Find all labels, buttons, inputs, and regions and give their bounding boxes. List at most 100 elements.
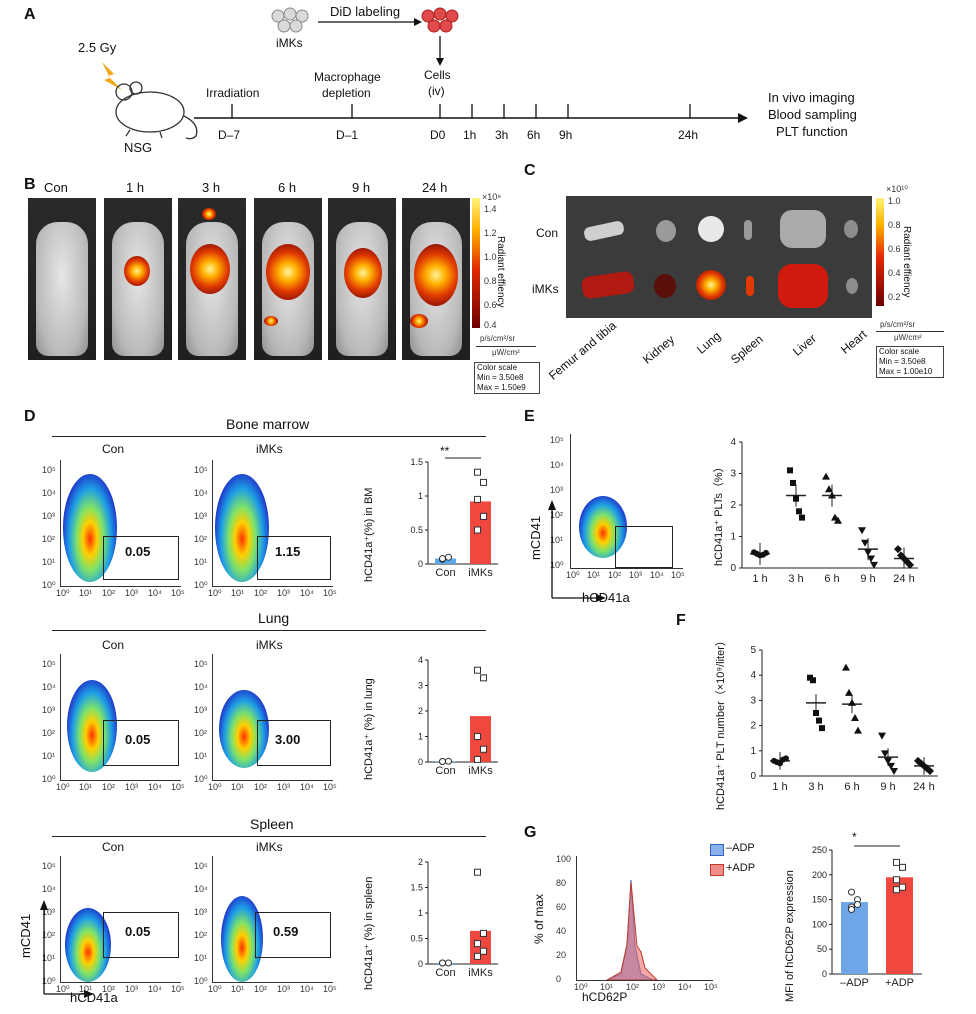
gate-value: 0.05 [125,544,151,559]
legend-swatch-plus [710,864,724,876]
data-point [439,555,446,563]
legend-label: –ADP [726,842,755,854]
timepoint-label: 3h [495,128,509,142]
flow-x-tick: 10¹ [587,570,601,580]
colorbar-tick: 1.4 [484,204,497,214]
data-point [893,858,900,866]
gate-value: 0.59 [273,924,299,939]
bar-y-label: hCD41a⁺ (%) in spleen [363,876,375,990]
significance-label: * [852,830,857,844]
data-point [906,560,914,569]
legend-label: +ADP [726,862,756,874]
hist-x-tick: 10¹ [600,982,614,992]
y-tick-label: 1 [418,732,423,742]
data-point [834,516,842,524]
organ-label: Femur and tibia [546,318,619,383]
x-tick-label: 24 h [893,573,914,585]
data-point [799,514,805,521]
bar-chart-g: 0 50 100 150 200 250 –ADP +ADP [804,840,934,1005]
y-tick-label: 3 [730,469,736,480]
section-title: Lung [258,610,290,626]
flow-x-tick: 10⁴ [650,570,664,580]
data-point [864,549,872,557]
irradiation-label: Irradiation [206,86,260,100]
dose-label: 2.5 Gy [78,40,117,55]
y-tick-label: 0 [730,563,736,574]
colorbar-tick: 0.8 [888,220,901,230]
hist-x-label: hCD62P [582,990,628,1004]
flow-y-tick: 10² [42,534,56,544]
flow-y-tick: 10⁴ [550,460,564,470]
y-tick-label: 4 [418,655,423,665]
colorbar-label: Radiant effiency [495,236,506,308]
y-tick-label: 1 [750,746,756,757]
flow-x-tick: 10⁰ [208,984,222,994]
hist-y-label: % of max [532,893,546,944]
timepoint-header: Con [44,180,68,195]
data-point [813,710,819,716]
hist-x-tick: 10⁵ [704,982,718,992]
flow-y-tick: 10³ [194,705,208,715]
row-label-imks: iMKs [532,282,559,296]
flow-x-tick: 10⁰ [56,984,70,994]
x-tick-label: 1 h [752,573,767,585]
group-header: Con [102,442,125,456]
group-header: iMKs [256,638,283,652]
flow-y-tick: 10² [550,510,564,520]
flow-plot: 0.05 [60,856,181,983]
data-point [480,745,487,753]
hist-x-tick: 10² [626,982,640,992]
flow-x-tick: 10¹ [231,588,245,598]
data-point [854,726,862,734]
outcome-label: In vivo imaging [768,90,855,105]
units-top: p/s/cm²/sr [880,320,916,329]
group-header: Con [102,840,125,854]
timepoint-header: 1 h [126,180,145,195]
data-point [851,714,859,722]
flow-y-tick: 10⁵ [194,861,208,871]
legend-swatch-minus [710,844,724,856]
timepoint-label: 9h [559,128,573,142]
flow-x-tick: 10⁵ [171,782,185,792]
units-divider [476,346,536,347]
flow-plot: 0.05 [60,654,181,781]
lightning-icon [102,62,122,90]
flow-y-tick: 10⁴ [42,682,56,692]
hist-y-tick: 100 [556,854,572,864]
flow-x-tick: 10⁵ [171,984,185,994]
data-point [894,545,902,554]
timepoint-label: 24h [678,128,699,142]
y-axis-label: mCD41 [18,913,33,958]
organ-label: Lung [694,328,724,357]
organ-label: Liver [790,331,819,359]
timepoint-label: D–7 [218,128,241,142]
axis-arrows [548,500,606,602]
mouse-image-24h [402,198,470,360]
data-point [848,888,855,896]
y-tick-label: 1 [730,532,736,543]
flow-y-tick: 10⁵ [194,659,208,669]
outcome-label: Blood sampling [768,107,857,122]
y-tick-label: 1 [418,491,423,501]
y-tick-label: 1 [418,908,423,918]
organ-image [566,196,872,318]
data-point [480,929,487,937]
units-divider [876,331,944,332]
y-axis-label: mCD41 [528,515,543,560]
bar [886,877,913,974]
flow-y-tick: 10² [194,534,208,544]
flow-y-tick: 10⁰ [194,976,208,986]
hist-y-tick: 80 [556,878,567,888]
flow-y-tick: 10³ [194,907,208,917]
flow-x-tick: 10⁵ [323,782,337,792]
data-point [884,757,892,765]
data-point [845,688,853,696]
data-point [480,947,487,955]
x-tick-label: +ADP [885,977,914,989]
flow-y-tick: 10⁵ [42,465,56,475]
data-point [445,757,452,765]
flow-x-tick: 10² [102,984,116,994]
y-tick-label: 5 [750,645,756,656]
data-point [474,940,481,948]
data-point [881,750,889,758]
